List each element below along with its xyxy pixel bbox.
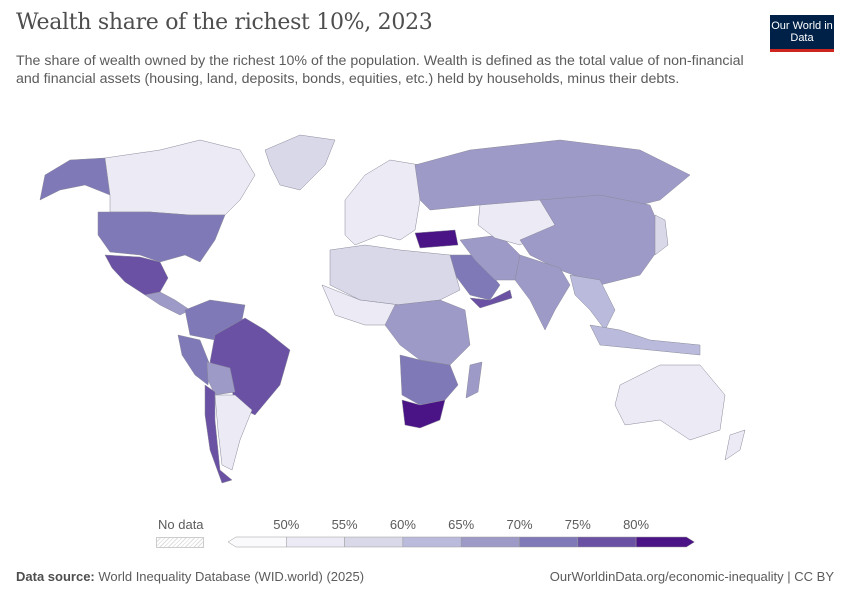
legend-bin-5[interactable]: [519, 536, 579, 548]
country-central-america[interactable]: [144, 291, 191, 316]
page-subtitle: The share of wealth owned by the richest…: [16, 53, 744, 87]
country-southeast-asia[interactable]: [569, 274, 616, 331]
country-canada[interactable]: [104, 139, 256, 216]
legend-bin-6[interactable]: [577, 536, 637, 548]
country-central-africa[interactable]: [384, 299, 471, 366]
country-peru[interactable]: [177, 334, 211, 386]
legend-no-data-swatch: [156, 537, 204, 548]
legend-bin-1[interactable]: [286, 536, 345, 548]
country-new-zealand[interactable]: [724, 429, 746, 461]
legend-bin-0[interactable]: [227, 536, 287, 548]
legend-bin-2[interactable]: [344, 536, 404, 548]
legend-bin-7[interactable]: [635, 536, 695, 548]
data-source-text[interactable]: World Inequality Database (WID.world) (2…: [98, 569, 365, 584]
country-india[interactable]: [514, 254, 571, 331]
legend-color-bar: [227, 536, 695, 548]
country-united-states[interactable]: [97, 211, 226, 263]
country-chile[interactable]: [204, 384, 233, 484]
country-japan[interactable]: [654, 214, 669, 256]
country-greenland[interactable]: [264, 134, 336, 191]
footer-link[interactable]: OurWorldinData.org/economic-inequality |…: [549, 569, 834, 584]
owid-logo[interactable]: Our World in Data: [770, 15, 834, 52]
legend-bin-3[interactable]: [402, 536, 462, 548]
legend-tick: 70%: [506, 517, 533, 532]
country-south-africa[interactable]: [401, 399, 446, 429]
country-alaska-us-[interactable]: [39, 157, 111, 201]
legend-tick: 50%: [273, 517, 300, 532]
legend-tick: 60%: [389, 517, 416, 532]
country-turkey[interactable]: [414, 229, 459, 249]
country-madagascar[interactable]: [465, 361, 483, 399]
country-argentina[interactable]: [214, 394, 253, 471]
country-north-africa[interactable]: [329, 244, 461, 306]
data-source: Data source: World Inequality Database (…: [16, 569, 364, 584]
country-europe[interactable]: [344, 159, 421, 246]
legend-tick: 55%: [331, 517, 358, 532]
country-bolivia[interactable]: [206, 361, 236, 396]
data-source-label: Data source:: [16, 569, 95, 584]
legend-tick: 75%: [564, 517, 591, 532]
country-yemen[interactable]: [469, 289, 513, 309]
legend-bin-4[interactable]: [460, 536, 520, 548]
country-southern-africa[interactable]: [399, 354, 459, 406]
country-australia[interactable]: [614, 364, 726, 441]
page-title: Wealth share of the richest 10%, 2023: [16, 10, 433, 35]
legend-tick: 65%: [448, 517, 475, 532]
legend-no-data-label: No data: [158, 517, 204, 532]
legend-tick: 80%: [623, 517, 650, 532]
world-map[interactable]: [0, 120, 850, 500]
country-indonesia[interactable]: [589, 324, 701, 356]
